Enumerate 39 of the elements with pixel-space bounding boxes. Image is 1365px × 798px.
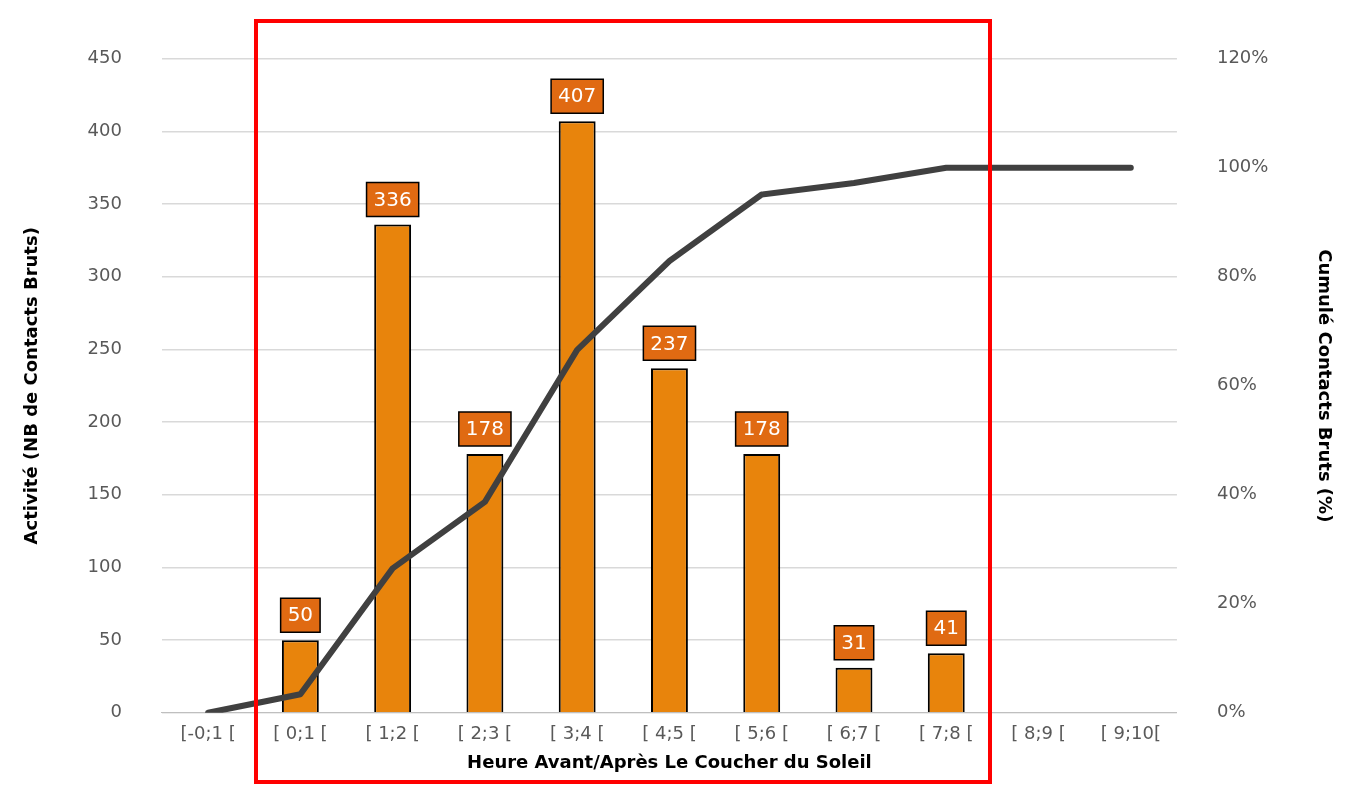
- x-tick-label: [ 5;6 [: [734, 722, 789, 744]
- data-label: 50: [287, 602, 314, 627]
- data-label: 407: [558, 83, 597, 108]
- y2-tick-label: 40%: [1216, 482, 1257, 504]
- y-tick-label: 450: [87, 46, 122, 68]
- y-tick-label: 100: [87, 555, 122, 577]
- x-axis-title: Heure Avant/Après Le Coucher du Soleil: [467, 750, 872, 772]
- data-label: 178: [742, 416, 781, 441]
- x-tick-label: [ 1;2 [: [365, 722, 420, 744]
- y-tick-label: 0: [110, 700, 122, 722]
- x-tick-label: [ 4;5 [: [642, 722, 697, 744]
- x-tick-label: [ 6;7 [: [826, 722, 882, 744]
- y-tick-label: 400: [87, 119, 122, 141]
- y-tick-label: 250: [87, 337, 122, 359]
- data-label: 41: [933, 615, 959, 640]
- y2-tick-label: 20%: [1216, 591, 1257, 613]
- x-tick-label: [ 2;3 [: [457, 722, 513, 744]
- y-tick-label: 300: [87, 264, 122, 286]
- x-tick-label: [ 7;8 [: [919, 722, 974, 744]
- y2-axis-title: Cumulé Contacts Bruts (%): [1314, 249, 1336, 523]
- y2-tick-label: 80%: [1216, 264, 1257, 286]
- y2-tick-label: 60%: [1216, 373, 1257, 395]
- data-label: 336: [373, 186, 412, 211]
- data-label: 237: [650, 330, 689, 355]
- y-tick-label: 150: [87, 482, 122, 504]
- y-tick-label: 200: [87, 409, 122, 431]
- x-tick-label: [ 3;4 [: [549, 722, 605, 744]
- data-label: 31: [841, 629, 867, 654]
- x-tick-label: [ 0;1 [: [273, 722, 328, 744]
- y-tick-label: 350: [87, 191, 122, 213]
- y-axis-title: Activité (NB de Contacts Bruts): [20, 227, 42, 545]
- data-label: 178: [465, 416, 504, 441]
- x-tick-label: [-0;1 [: [180, 722, 236, 744]
- x-tick-label: [ 8;9 [: [1011, 722, 1066, 744]
- y2-tick-label: 120%: [1216, 46, 1269, 68]
- y2-tick-label: 0%: [1216, 700, 1246, 722]
- y2-tick-label: 100%: [1216, 155, 1269, 177]
- y-tick-label: 50: [99, 627, 122, 649]
- x-tick-label: [ 9;10[: [1100, 722, 1161, 744]
